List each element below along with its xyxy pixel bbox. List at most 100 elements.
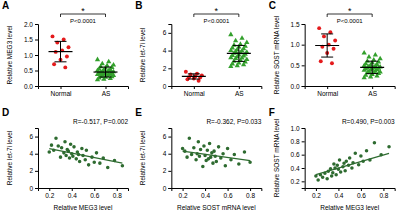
tick-label: 0.8 [379, 192, 388, 199]
point [239, 35, 244, 40]
tick: 6 [163, 133, 172, 140]
tick: 0.4 [68, 188, 77, 199]
y-axis: 0246 [163, 129, 172, 192]
tick-label: Normal [51, 90, 73, 97]
plot-marks [315, 26, 384, 79]
tick-label: 0.4 [201, 192, 210, 199]
point [357, 163, 361, 167]
tick: 2 [163, 167, 172, 174]
tick-label: 0.2 [312, 192, 321, 199]
tick: 0.6 [224, 188, 233, 199]
tick-label: 0.0 [24, 83, 33, 90]
point [56, 144, 60, 148]
tick: 0 [163, 83, 172, 90]
point [348, 156, 352, 160]
y-axis: 0.00.51.01.5 [291, 21, 306, 90]
tick-label: AS [102, 90, 111, 97]
point [59, 155, 63, 159]
error-whisker [193, 74, 194, 79]
point [50, 143, 54, 147]
tick-mark [302, 86, 305, 87]
tick-label: 1.0 [291, 41, 300, 48]
tick-label: 6 [163, 133, 167, 140]
panel-label: A [2, 0, 9, 11]
error-cap [366, 73, 378, 74]
tick: 0.2 [45, 188, 54, 199]
error-cap [100, 67, 112, 68]
panel-label: E [135, 107, 142, 118]
x-axis: 0.20.40.60.8 [305, 188, 395, 199]
point [322, 34, 326, 38]
tick-mark [302, 128, 305, 129]
point [211, 161, 215, 165]
point [199, 148, 203, 152]
p-value: P<0.0001 [70, 18, 97, 24]
point [359, 154, 363, 158]
point [210, 151, 214, 155]
panel: ERelative let-7i level02460.20.40.60.8Re… [135, 107, 262, 211]
tick: 0.0 [291, 83, 305, 90]
annotation: R=-0.517, P=0.002 [73, 118, 128, 125]
plot-marks [182, 32, 251, 83]
figure: ARelative MEG3 level0.00.51.01.52.0Norma… [0, 0, 400, 219]
tick-mark [194, 86, 195, 89]
error-whisker [372, 61, 373, 73]
tick: 0.2 [179, 188, 188, 199]
trend-line [49, 149, 122, 164]
tick: 0.8 [113, 188, 122, 199]
point [69, 143, 73, 147]
point [65, 148, 69, 152]
x-axis: NormalAS [172, 86, 262, 97]
tick-mark [35, 71, 38, 72]
tick-mark [35, 154, 38, 155]
tick: 0 [163, 185, 172, 192]
annotation: R=0.490, P=0.003 [342, 118, 395, 125]
point [52, 62, 56, 66]
tick-mark [239, 86, 240, 89]
x-axis-title: Relative MEG3 level [54, 204, 113, 211]
point [92, 161, 96, 165]
tick-label: 1.0 [291, 125, 300, 132]
tick: Normal [317, 86, 339, 97]
axis-line [302, 25, 306, 87]
tick-mark [183, 188, 184, 191]
point [330, 174, 334, 178]
tick-mark [35, 188, 38, 189]
axis-line [35, 129, 39, 189]
tick-mark [316, 188, 317, 191]
x-axis: Normal AS [39, 86, 129, 97]
tick-mark [35, 40, 38, 41]
error-bar [233, 45, 245, 61]
tick-mark [72, 188, 73, 191]
point [217, 145, 221, 149]
point [98, 161, 102, 165]
tick-mark [250, 188, 251, 191]
tick: 0.5 [291, 62, 305, 69]
error-bar [100, 67, 112, 77]
error-bar [321, 34, 333, 57]
tick: 4 [163, 47, 172, 54]
point [190, 153, 194, 157]
tick: 0.2 [312, 188, 321, 199]
tick: AS [235, 86, 244, 97]
point [248, 161, 252, 165]
tick: 2 [163, 65, 172, 72]
point [343, 169, 347, 173]
panel-label: D [2, 107, 9, 118]
tick-mark [35, 86, 38, 87]
panel: BRelative let-7i level0246NormalAS*P<0.0… [135, 0, 262, 97]
point [181, 147, 185, 151]
tick-label: 2 [163, 167, 167, 174]
tick-mark [168, 188, 171, 189]
tick-mark [117, 188, 118, 191]
tick: 0.8 [246, 188, 255, 199]
tick-mark [168, 68, 171, 69]
point [333, 39, 337, 43]
tick-label: 0 [163, 185, 167, 192]
tick: 0.8 [379, 188, 388, 199]
y-axis: 0.20.40.60.81.0 [291, 125, 306, 189]
tick: 2 [29, 167, 38, 174]
tick-mark [168, 137, 171, 138]
x-axis-title: Relative MEG3 level [320, 204, 379, 211]
tick-label: 1.0 [24, 52, 33, 59]
